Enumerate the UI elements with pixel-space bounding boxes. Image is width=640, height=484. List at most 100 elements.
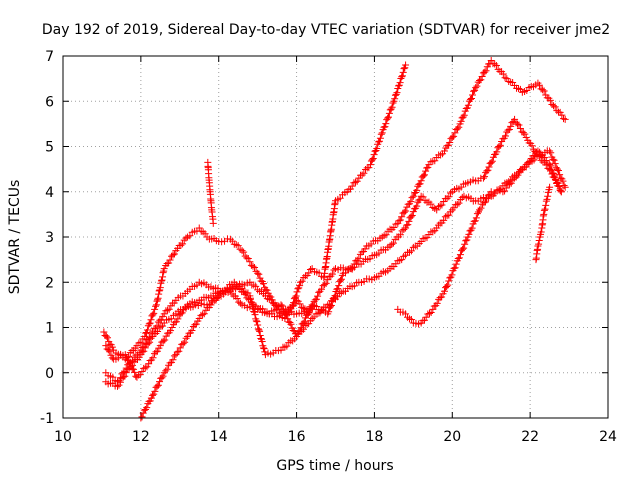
data-point xyxy=(353,256,361,264)
data-point xyxy=(482,67,490,75)
data-point xyxy=(456,251,464,259)
data-point xyxy=(558,111,566,119)
data-point xyxy=(409,192,417,200)
data-point xyxy=(121,372,129,380)
data-point xyxy=(293,296,301,304)
series-track-5 xyxy=(137,278,316,422)
data-point xyxy=(256,331,264,339)
data-point xyxy=(481,68,489,76)
data-point xyxy=(419,172,427,180)
data-point xyxy=(200,310,208,318)
data-point xyxy=(422,313,430,321)
data-point xyxy=(541,154,549,162)
data-point xyxy=(158,374,166,382)
data-point xyxy=(546,96,554,104)
data-point xyxy=(365,164,373,172)
data-point xyxy=(114,382,121,390)
data-point xyxy=(160,310,168,318)
data-point xyxy=(122,369,130,377)
data-point xyxy=(393,89,401,97)
data-point xyxy=(199,311,207,319)
data-point xyxy=(478,72,486,80)
data-point xyxy=(467,95,475,103)
data-point xyxy=(361,245,369,253)
data-point xyxy=(163,365,171,373)
data-point xyxy=(457,117,465,125)
data-point xyxy=(536,148,544,156)
data-point xyxy=(146,338,154,346)
data-point xyxy=(163,259,171,267)
data-point xyxy=(398,73,406,81)
data-point xyxy=(192,320,200,328)
data-point xyxy=(436,294,444,302)
data-point xyxy=(285,339,293,347)
data-point xyxy=(155,287,163,295)
data-point xyxy=(147,316,155,324)
data-point xyxy=(247,294,255,302)
data-point xyxy=(436,202,444,210)
y-tick-label: 2 xyxy=(45,275,54,291)
data-point xyxy=(102,342,110,350)
data-point xyxy=(156,378,164,386)
data-point xyxy=(469,91,477,99)
data-point xyxy=(197,311,205,319)
x-tick-label: 18 xyxy=(366,429,384,445)
data-point xyxy=(324,276,332,284)
data-point xyxy=(336,194,344,202)
data-point xyxy=(493,148,501,156)
data-point xyxy=(556,186,564,194)
data-point xyxy=(298,277,306,285)
x-axis-label: GPS time / hours xyxy=(276,458,393,474)
data-point xyxy=(283,342,291,350)
data-point xyxy=(373,145,381,153)
data-point xyxy=(252,282,260,290)
data-point xyxy=(409,243,417,251)
data-point xyxy=(156,316,164,324)
data-point xyxy=(388,240,396,248)
data-point xyxy=(143,363,151,371)
data-point xyxy=(445,211,453,219)
data-point xyxy=(252,317,260,325)
data-point xyxy=(154,294,162,302)
data-point xyxy=(294,285,302,293)
data-point xyxy=(463,236,471,244)
data-point xyxy=(140,347,148,355)
data-point xyxy=(129,365,137,373)
data-point xyxy=(149,333,157,341)
data-point xyxy=(481,198,489,206)
data-point xyxy=(389,99,397,107)
data-point xyxy=(244,254,252,262)
data-point xyxy=(162,367,170,375)
data-point xyxy=(177,241,185,249)
data-point xyxy=(395,82,403,90)
data-point xyxy=(466,95,474,103)
data-point xyxy=(443,212,451,220)
data-point xyxy=(402,61,410,69)
data-point xyxy=(395,217,403,225)
data-point xyxy=(398,256,406,264)
series-track-4 xyxy=(102,152,565,381)
data-point xyxy=(471,217,479,225)
data-point xyxy=(362,165,370,173)
data-point xyxy=(159,269,167,277)
data-point xyxy=(532,150,540,158)
data-point xyxy=(376,134,384,142)
data-point xyxy=(459,245,467,253)
data-point xyxy=(400,65,408,73)
data-point xyxy=(385,109,393,117)
data-point xyxy=(368,156,376,164)
y-tick-label: 6 xyxy=(45,94,54,110)
data-point xyxy=(159,337,167,345)
data-point xyxy=(194,301,202,309)
data-point xyxy=(246,258,254,266)
data-point xyxy=(560,115,568,123)
data-point xyxy=(175,347,183,355)
series-track-3 xyxy=(102,115,569,390)
data-point xyxy=(561,183,569,191)
data-point xyxy=(248,299,256,307)
data-point xyxy=(487,57,495,65)
data-point xyxy=(152,348,160,356)
data-point xyxy=(516,167,524,175)
data-point xyxy=(162,307,170,315)
data-point xyxy=(468,224,476,232)
